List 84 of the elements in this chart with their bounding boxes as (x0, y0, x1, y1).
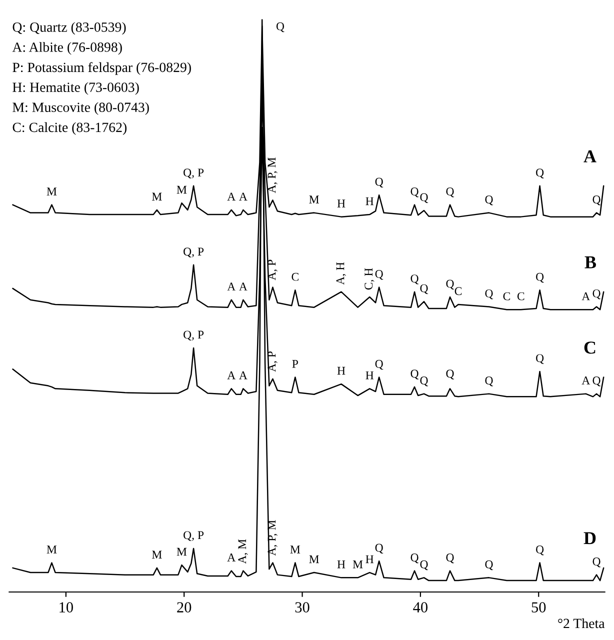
annotation: Q, P (184, 168, 204, 178)
annotation: Q (485, 376, 494, 386)
annotation: Q: Quartz (83-0539) (12, 22, 126, 35)
annotation: A (227, 371, 236, 380)
annotation: M (46, 546, 57, 554)
annotation: Q (420, 560, 428, 570)
annotation: Q (446, 188, 454, 198)
annotation: Q (485, 560, 494, 570)
x-tick-label: 50 (532, 602, 546, 612)
annotation: Q (536, 546, 544, 556)
annotation: M (309, 196, 319, 204)
annotation: M (309, 555, 319, 564)
annotation: Q (420, 376, 428, 386)
annotation: A (239, 282, 248, 290)
annotation: H (337, 560, 346, 568)
annotation: Q (410, 188, 419, 198)
annotation: A (239, 371, 248, 380)
annotation: C (454, 287, 462, 296)
annotation: C (503, 292, 510, 300)
annotation: Q (592, 376, 601, 386)
annotation: Q (592, 196, 601, 206)
annotation: Q (375, 178, 384, 188)
annotation: H (337, 366, 346, 375)
annotation: Q (410, 274, 419, 284)
annotation: Q (536, 272, 544, 283)
annotation: A (227, 554, 236, 562)
annotation: M (152, 192, 162, 200)
annotation: Q (420, 193, 428, 203)
annotation: Q (420, 284, 428, 294)
annotation: Q (536, 168, 544, 178)
annotation: Q (485, 289, 494, 300)
annotation: A, H (336, 262, 346, 285)
annotation: Q (410, 370, 419, 380)
annotation: C: Calcite (83-1762) (12, 122, 127, 135)
series-label: B (584, 256, 596, 268)
annotation: P (292, 360, 298, 368)
annotation: M (152, 550, 162, 558)
annotation: Q (446, 370, 454, 380)
x-tick-label: 20 (177, 602, 192, 612)
annotation: Q, P (184, 330, 204, 340)
annotation: Q (485, 196, 494, 206)
annotation: M (352, 560, 363, 568)
series-label: D (584, 532, 596, 544)
annotation: M (176, 548, 187, 556)
annotation: M: Muscovite (80-0743) (12, 102, 149, 115)
annotation: Q (592, 289, 601, 300)
annotation: Q (375, 360, 384, 370)
annotation: Q (276, 22, 284, 32)
annotation: A, P, M (268, 158, 278, 194)
annotation: A (227, 192, 236, 200)
series-label: C (584, 342, 596, 354)
annotation: Q (592, 558, 601, 568)
series-label: A (584, 150, 596, 162)
annotation: A, P (268, 260, 278, 280)
annotation: H (366, 197, 374, 206)
annotation: A, M (238, 539, 248, 564)
annotation: H (366, 371, 374, 380)
annotation: C (292, 272, 298, 281)
annotation: H (337, 200, 346, 208)
annotation: M (176, 186, 187, 194)
annotation: M (46, 188, 57, 196)
annotation: C, H (364, 268, 374, 290)
annotation: P: Potassium feldspar (76-0829) (12, 62, 191, 75)
annotation: Q, P (184, 531, 204, 541)
annotation: C (517, 292, 524, 300)
annotation: A (239, 192, 248, 200)
annotation: Q, P (184, 248, 204, 258)
annotation: A (582, 292, 590, 300)
annotation: M (290, 546, 300, 554)
x-tick-label: 40 (413, 602, 428, 612)
x-tick-label: 30 (295, 602, 310, 612)
x-tick-label: 10 (60, 602, 73, 612)
annotation: H (366, 555, 374, 564)
annotation: H: Hematite (73-0603) (12, 82, 139, 95)
annotation: Q (446, 280, 454, 290)
annotation: Q (375, 544, 384, 554)
annotation: Q (375, 270, 384, 280)
annotation: A: Albite (76-0898) (12, 42, 122, 55)
annotation: A (227, 282, 236, 290)
annotation: Q (536, 354, 544, 364)
annotation: A (582, 376, 590, 384)
annotation: Q (446, 554, 454, 564)
annotation: Q (410, 554, 419, 564)
x-axis-title: °2 Theta (558, 618, 605, 628)
